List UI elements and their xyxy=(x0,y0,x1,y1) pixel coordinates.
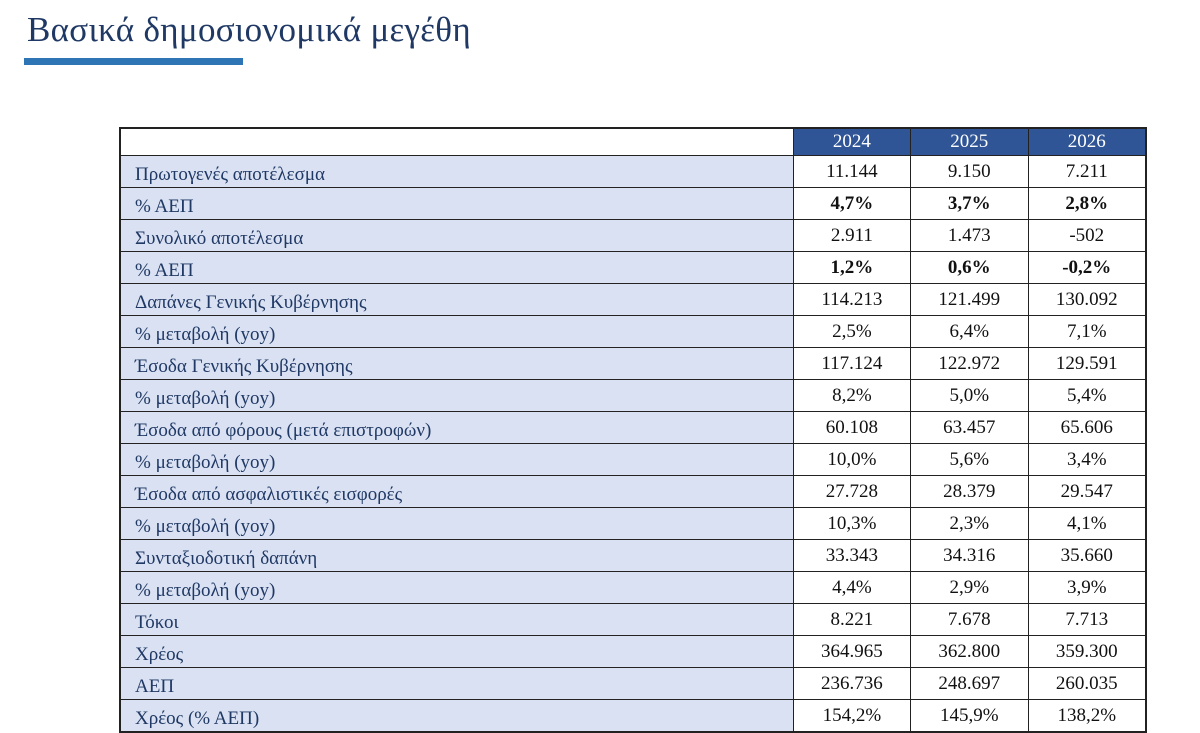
cell-value: 5,6% xyxy=(910,443,1029,476)
cell-value: 3,7% xyxy=(910,187,1029,220)
table-row: % ΑΕΠ 4,7% 3,7% 2,8% xyxy=(119,187,1147,220)
row-label: % μεταβολή (yoy) xyxy=(119,443,794,476)
cell-value: 28.379 xyxy=(910,475,1029,508)
row-label: Χρέος (% ΑΕΠ) xyxy=(119,699,794,733)
row-label: Πρωτογενές αποτέλεσμα xyxy=(119,155,794,188)
table-row: % ΑΕΠ 1,2% 0,6% -0,2% xyxy=(119,251,1147,284)
cell-value: 7,1% xyxy=(1027,315,1147,348)
table-row: Χρέος (% ΑΕΠ) 154,2% 145,9% 138,2% xyxy=(119,699,1147,733)
cell-value: -502 xyxy=(1027,219,1147,252)
cell-value: 2,5% xyxy=(792,315,912,348)
table-row: Συνταξιοδοτική δαπάνη 33.343 34.316 35.660 xyxy=(119,539,1147,572)
row-label: % μεταβολή (yoy) xyxy=(119,379,794,412)
table-row: Έσοδα από ασφαλιστικές εισφορές 27.728 28.… xyxy=(119,475,1147,508)
table-row: Έσοδα από φόρους (μετά επιστροφών) 60.108… xyxy=(119,411,1147,444)
title-underline xyxy=(24,58,243,65)
fiscal-table: 2024 2025 2026 Πρωτογενές αποτέλεσμα 11.1… xyxy=(119,127,1147,733)
header-row: 2024 2025 2026 xyxy=(119,127,1147,156)
cell-value: 145,9% xyxy=(910,699,1029,733)
cell-value: 60.108 xyxy=(792,411,912,444)
cell-value: 5,4% xyxy=(1027,379,1147,412)
row-label: % μεταβολή (yoy) xyxy=(119,571,794,604)
cell-value: 248.697 xyxy=(910,667,1029,700)
cell-value: 2,9% xyxy=(910,571,1029,604)
table-row: % μεταβολή (yoy) 10,3% 2,3% 4,1% xyxy=(119,507,1147,540)
header-year: 2024 xyxy=(792,127,912,156)
cell-value: 4,1% xyxy=(1027,507,1147,540)
cell-value: 6,4% xyxy=(910,315,1029,348)
cell-value: 5,0% xyxy=(910,379,1029,412)
cell-value: 364.965 xyxy=(792,635,912,668)
cell-value: 8,2% xyxy=(792,379,912,412)
header-blank xyxy=(119,127,794,156)
cell-value: 9.150 xyxy=(910,155,1029,188)
cell-value: 65.606 xyxy=(1027,411,1147,444)
cell-value: 63.457 xyxy=(910,411,1029,444)
cell-value: 35.660 xyxy=(1027,539,1147,572)
row-label: Τόκοι xyxy=(119,603,794,636)
cell-value: 34.316 xyxy=(910,539,1029,572)
row-label: Έσοδα από φόρους (μετά επιστροφών) xyxy=(119,411,794,444)
cell-value: 4,7% xyxy=(792,187,912,220)
table-row: Τόκοι 8.221 7.678 7.713 xyxy=(119,603,1147,636)
row-label: Δαπάνες Γενικής Κυβέρνησης xyxy=(119,283,794,316)
cell-value: 117.124 xyxy=(792,347,912,380)
row-label: % ΑΕΠ xyxy=(119,187,794,220)
cell-value: 129.591 xyxy=(1027,347,1147,380)
row-label: Έσοδα Γενικής Κυβέρνησης xyxy=(119,347,794,380)
cell-value: 114.213 xyxy=(792,283,912,316)
cell-value: 7.211 xyxy=(1027,155,1147,188)
page-title: Βασικά δημοσιονομικά μεγέθη xyxy=(27,10,471,49)
cell-value: 154,2% xyxy=(792,699,912,733)
cell-value: 3,9% xyxy=(1027,571,1147,604)
cell-value: 122.972 xyxy=(910,347,1029,380)
table-row: % μεταβολή (yoy) 10,0% 5,6% 3,4% xyxy=(119,443,1147,476)
cell-value: 7.678 xyxy=(910,603,1029,636)
cell-value: 7.713 xyxy=(1027,603,1147,636)
cell-value: 27.728 xyxy=(792,475,912,508)
table-row: % μεταβολή (yoy) 8,2% 5,0% 5,4% xyxy=(119,379,1147,412)
cell-value: 236.736 xyxy=(792,667,912,700)
cell-value: -0,2% xyxy=(1027,251,1147,284)
table-row: ΑΕΠ 236.736 248.697 260.035 xyxy=(119,667,1147,700)
cell-value: 11.144 xyxy=(792,155,912,188)
row-label: % μεταβολή (yoy) xyxy=(119,315,794,348)
cell-value: 260.035 xyxy=(1027,667,1147,700)
cell-value: 0,6% xyxy=(910,251,1029,284)
cell-value: 33.343 xyxy=(792,539,912,572)
table-row: % μεταβολή (yoy) 4,4% 2,9% 3,9% xyxy=(119,571,1147,604)
cell-value: 138,2% xyxy=(1027,699,1147,733)
cell-value: 10,0% xyxy=(792,443,912,476)
row-label: Συνταξιοδοτική δαπάνη xyxy=(119,539,794,572)
cell-value: 29.547 xyxy=(1027,475,1147,508)
cell-value: 2,3% xyxy=(910,507,1029,540)
cell-value: 1.473 xyxy=(910,219,1029,252)
cell-value: 3,4% xyxy=(1027,443,1147,476)
cell-value: 2.911 xyxy=(792,219,912,252)
table-row: Χρέος 364.965 362.800 359.300 xyxy=(119,635,1147,668)
cell-value: 130.092 xyxy=(1027,283,1147,316)
cell-value: 359.300 xyxy=(1027,635,1147,668)
header-year: 2025 xyxy=(910,127,1029,156)
cell-value: 8.221 xyxy=(792,603,912,636)
table-row: % μεταβολή (yoy) 2,5% 6,4% 7,1% xyxy=(119,315,1147,348)
row-label: % μεταβολή (yoy) xyxy=(119,507,794,540)
header-year: 2026 xyxy=(1027,127,1147,156)
row-label: Χρέος xyxy=(119,635,794,668)
table-row: Συνολικό αποτέλεσμα 2.911 1.473 -502 xyxy=(119,219,1147,252)
table-row: Έσοδα Γενικής Κυβέρνησης 117.124 122.972 12… xyxy=(119,347,1147,380)
row-label: Συνολικό αποτέλεσμα xyxy=(119,219,794,252)
cell-value: 121.499 xyxy=(910,283,1029,316)
row-label: Έσοδα από ασφαλιστικές εισφορές xyxy=(119,475,794,508)
cell-value: 1,2% xyxy=(792,251,912,284)
cell-value: 10,3% xyxy=(792,507,912,540)
row-label: % ΑΕΠ xyxy=(119,251,794,284)
table-row: Πρωτογενές αποτέλεσμα 11.144 9.150 7.211 xyxy=(119,155,1147,188)
row-label: ΑΕΠ xyxy=(119,667,794,700)
cell-value: 362.800 xyxy=(910,635,1029,668)
cell-value: 2,8% xyxy=(1027,187,1147,220)
table-row: Δαπάνες Γενικής Κυβέρνησης 114.213 121.499… xyxy=(119,283,1147,316)
cell-value: 4,4% xyxy=(792,571,912,604)
